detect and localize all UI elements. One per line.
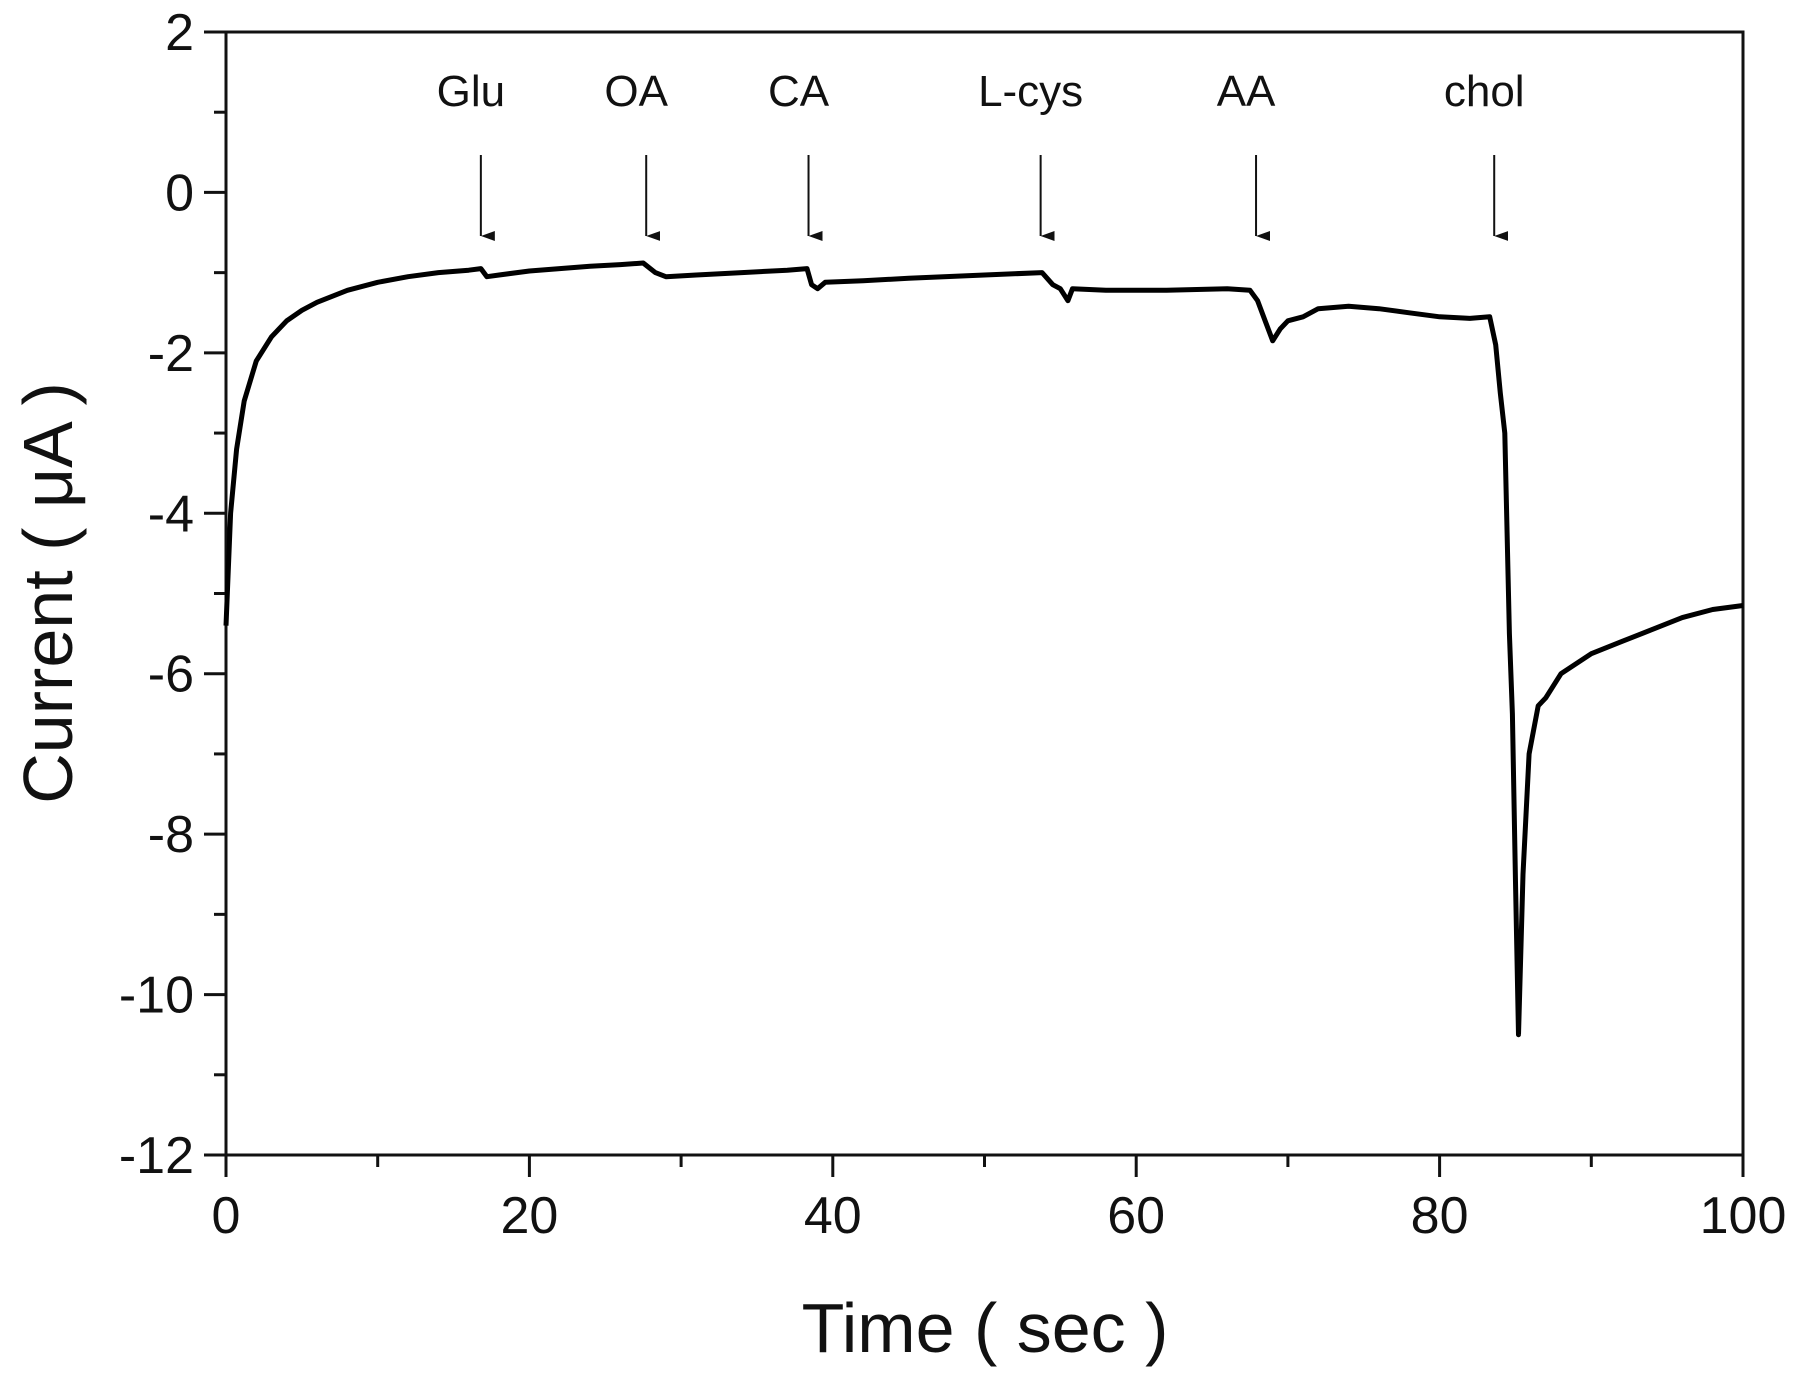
annotation-label: chol <box>1444 67 1525 116</box>
data-line <box>223 260 1744 1038</box>
y-axis-title: Current ( μA ) <box>9 382 87 804</box>
x-tick-label: 0 <box>212 1187 241 1245</box>
x-tick-label: 60 <box>1107 1187 1165 1245</box>
y-tick-label: -4 <box>148 485 194 543</box>
y-tick-label: 2 <box>165 4 194 62</box>
x-tick-label: 20 <box>500 1187 558 1245</box>
x-tick-label: 100 <box>1700 1187 1787 1245</box>
annotation-label: AA <box>1217 67 1276 116</box>
x-axis-title: Time ( sec ) <box>802 1289 1169 1367</box>
y-tick-label: -2 <box>148 325 194 383</box>
annotation-label: CA <box>768 67 830 116</box>
y-tick-label: -10 <box>119 967 194 1025</box>
x-tick-label: 80 <box>1411 1187 1469 1245</box>
annotation-label: Glu <box>437 67 505 116</box>
x-tick-label: 40 <box>804 1187 862 1245</box>
y-tick-label: -6 <box>148 646 194 704</box>
y-tick-label: 0 <box>165 164 194 222</box>
annotation-label: L-cys <box>978 67 1083 116</box>
y-tick-label: -8 <box>148 806 194 864</box>
y-tick-label: -12 <box>119 1127 194 1185</box>
annotation-label: OA <box>604 67 668 116</box>
